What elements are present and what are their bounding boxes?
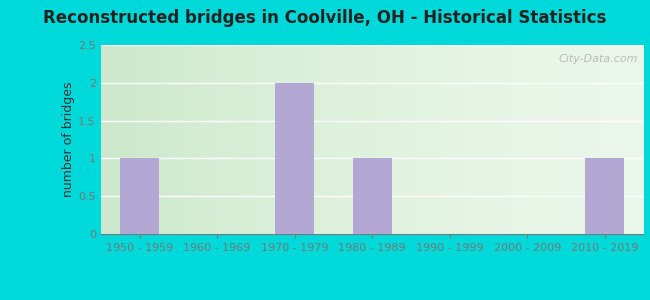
- Text: Reconstructed bridges in Coolville, OH - Historical Statistics: Reconstructed bridges in Coolville, OH -…: [44, 9, 606, 27]
- Bar: [353, 158, 391, 234]
- Text: City-Data.com: City-Data.com: [558, 55, 638, 64]
- Bar: [275, 83, 314, 234]
- Bar: [120, 158, 159, 234]
- Bar: [586, 158, 624, 234]
- Y-axis label: number of bridges: number of bridges: [62, 82, 75, 197]
